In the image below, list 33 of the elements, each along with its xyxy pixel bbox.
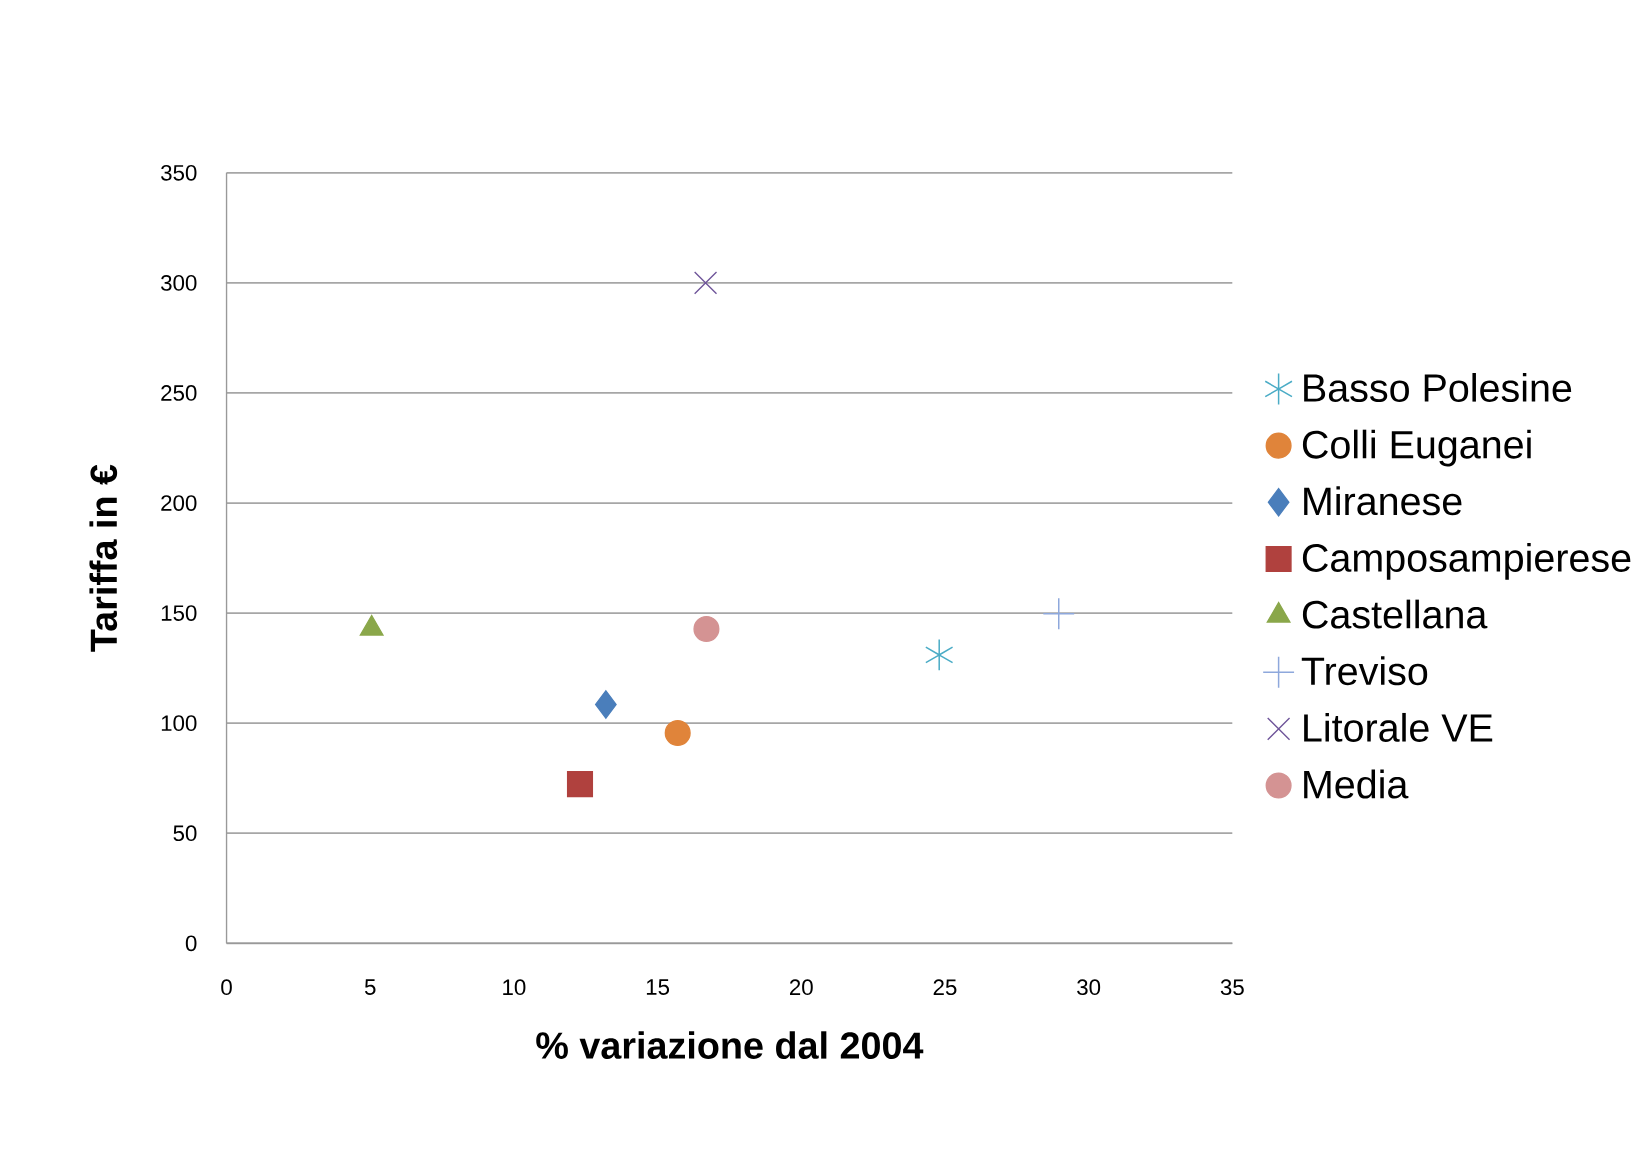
point bbox=[594, 690, 617, 719]
x-tick-label: 5 bbox=[364, 979, 376, 995]
legend-label: Camposampierese bbox=[1302, 542, 1631, 580]
y-tick-label: 300 bbox=[161, 274, 197, 291]
legend-label: Miranese bbox=[1304, 486, 1462, 516]
x-tick-label: 20 bbox=[789, 979, 813, 995]
y-tick-label: 250 bbox=[161, 384, 197, 401]
point bbox=[566, 770, 594, 798]
y-tick-label: 100 bbox=[161, 715, 197, 731]
y-tick-label: 350 bbox=[161, 164, 197, 181]
point bbox=[925, 639, 953, 671]
legend-label: Media bbox=[1304, 769, 1409, 799]
x-tick-label: 30 bbox=[1077, 979, 1101, 995]
y-tick-label: 0 bbox=[185, 935, 197, 952]
x-axis-title: % variazione dal 2004 bbox=[536, 1031, 924, 1059]
legend-label: Litorale VE bbox=[1304, 712, 1493, 742]
y-axis-title: Tariffa in € bbox=[89, 464, 118, 652]
x-tick-label: 15 bbox=[646, 979, 670, 995]
legend-label: Castellana bbox=[1302, 599, 1488, 629]
legend-label: Basso Polesine bbox=[1304, 372, 1572, 402]
legend-label: Treviso bbox=[1301, 656, 1428, 686]
y-tick-label: 150 bbox=[161, 605, 197, 621]
point bbox=[693, 271, 718, 295]
y-tick-label: 50 bbox=[173, 825, 197, 841]
x-tick-label: 25 bbox=[933, 979, 957, 995]
point bbox=[693, 615, 720, 642]
x-tick-label: 10 bbox=[503, 979, 526, 995]
legend-label: Colli Euganei bbox=[1302, 429, 1531, 467]
point bbox=[664, 719, 691, 746]
y-tick-label: 200 bbox=[161, 495, 197, 511]
x-tick-label: 35 bbox=[1220, 979, 1244, 995]
x-tick-label: 0 bbox=[221, 979, 232, 995]
point bbox=[1043, 598, 1075, 630]
